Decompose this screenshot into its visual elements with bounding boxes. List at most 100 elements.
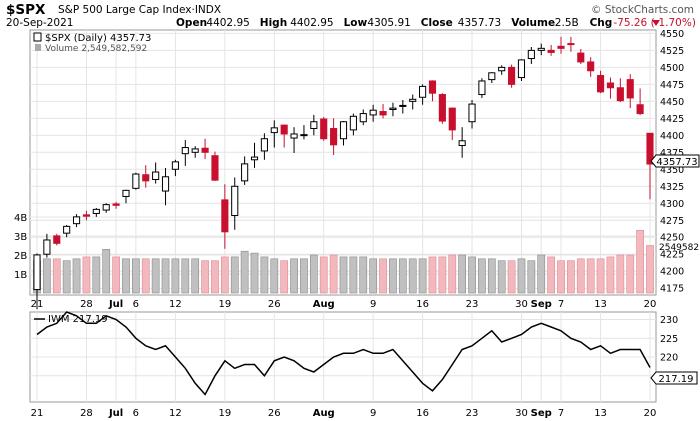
date-tick-label: 16: [416, 299, 429, 310]
candle-body: [369, 109, 377, 116]
iwm-tick-label: 230: [660, 315, 678, 326]
volume-bar: [557, 260, 565, 294]
volume-bar: [260, 256, 269, 294]
candlesticks: [33, 36, 654, 310]
stat-value-high: 4402.95: [290, 17, 333, 29]
date-tick-label: 16: [416, 408, 429, 419]
candle-body: [616, 87, 624, 102]
date-tick-label: 20: [644, 408, 657, 419]
date-tick-label: 7: [558, 408, 564, 419]
candle-body: [508, 66, 516, 85]
date-tick-label: 21: [31, 408, 44, 419]
price-tick-label: 4400: [660, 131, 684, 142]
volume-bar: [201, 260, 209, 294]
volume-bar: [211, 260, 219, 294]
date-tick-label: 13: [594, 408, 607, 419]
price-tick-label: 4275: [660, 216, 684, 227]
candle-body: [389, 107, 397, 111]
candle-body: [646, 132, 654, 165]
volume-bar: [309, 254, 318, 294]
volume-bar: [339, 256, 348, 294]
iwm-legend: IWM 217.19: [48, 314, 108, 325]
date-tick-label: 28: [80, 299, 93, 310]
volume-bar: [112, 256, 120, 294]
stat-value-low: 4305.91: [367, 17, 410, 29]
date-label: 20-Sep-2021: [6, 17, 73, 29]
candle-body: [112, 203, 120, 206]
volume-bar: [329, 254, 338, 294]
candle-body: [171, 161, 179, 170]
volume-bar: [379, 258, 387, 294]
candle-body: [92, 208, 100, 214]
date-tick-label: 6: [133, 299, 139, 310]
volume-bar: [349, 256, 358, 294]
volume-legend: Volume 2,549,582,592: [45, 44, 147, 54]
volume-bar: [547, 256, 555, 294]
volume-bar: [408, 258, 417, 294]
candle-body: [43, 239, 51, 255]
stat-value-close: 4357.73: [458, 17, 501, 29]
date-tick-label: 6: [133, 408, 139, 419]
candle-body: [191, 148, 199, 153]
candle-body: [221, 199, 229, 233]
down-arrow-icon: [652, 20, 660, 26]
volume-bar: [448, 254, 457, 294]
candle-body: [606, 82, 615, 89]
iwm-tick-label: 220: [660, 353, 678, 364]
volume-bar: [468, 256, 476, 294]
date-tick-label: 13: [594, 299, 607, 310]
volume-bar: [72, 258, 81, 294]
stat-label-volume: Volume: [511, 17, 555, 29]
price-tick-label: 4425: [660, 114, 684, 125]
date-tick-label: Sep: [531, 299, 552, 310]
volume-bars: 1B 2B 3B 4B: [14, 213, 656, 294]
volume-bar: [270, 258, 279, 294]
volume-bar: [389, 258, 397, 294]
volume-bar: [43, 258, 51, 294]
volume-bar: [576, 258, 585, 294]
volume-bar: [52, 258, 61, 294]
candle-body: [359, 113, 367, 123]
volume-bar: [102, 249, 111, 294]
volume-bar: [171, 258, 180, 294]
candle-body: [349, 115, 357, 131]
date-tick-label: 28: [80, 408, 93, 419]
candle-body: [498, 66, 506, 72]
volume-bar: [181, 258, 190, 294]
price-axis: 4175 4200 4225 4250 4275 4300 4325 4350 4375 4400…: [660, 29, 684, 295]
iwm-line: [36, 311, 651, 396]
price-tick-label: 4450: [660, 97, 684, 108]
price-tick-label: 4550: [660, 29, 684, 40]
date-tick-label: 30: [515, 299, 528, 310]
candle-body: [142, 174, 150, 182]
volume-bar: [319, 256, 328, 294]
volume-bar: [230, 256, 239, 294]
stat-label-close: Close: [421, 17, 453, 29]
iwm-tick-label: 225: [660, 334, 678, 345]
date-tick-label: 30: [515, 408, 528, 419]
volume-bar: [567, 260, 575, 294]
volume-bar: [537, 254, 546, 294]
candle-legend-icon: [33, 32, 42, 42]
date-tick-label: 21: [31, 299, 44, 310]
date-tick-label: 12: [169, 299, 182, 310]
candle-body: [72, 216, 81, 225]
volume-bar: [122, 258, 130, 294]
date-tick-label: 23: [466, 299, 479, 310]
iwm-badge-text: 217.19: [659, 374, 694, 385]
date-axis-bottom: 21 28 Jul 6 12 19 26 Aug 9 16 23 30 Sep 7 13 20: [31, 408, 657, 419]
stat-label-high: High: [260, 17, 287, 29]
volume-bar: [290, 258, 298, 294]
candle-body: [517, 59, 526, 79]
date-tick-label: Sep: [531, 408, 552, 419]
candle-body: [547, 49, 555, 53]
candle-body: [231, 185, 239, 217]
candle-body: [152, 171, 160, 180]
candle-body: [478, 80, 486, 96]
volume-bar: [161, 258, 170, 294]
volume-bar: [141, 258, 150, 294]
date-tick-label: 7: [558, 299, 564, 310]
candle-body: [82, 214, 91, 217]
candle-body: [53, 235, 61, 244]
